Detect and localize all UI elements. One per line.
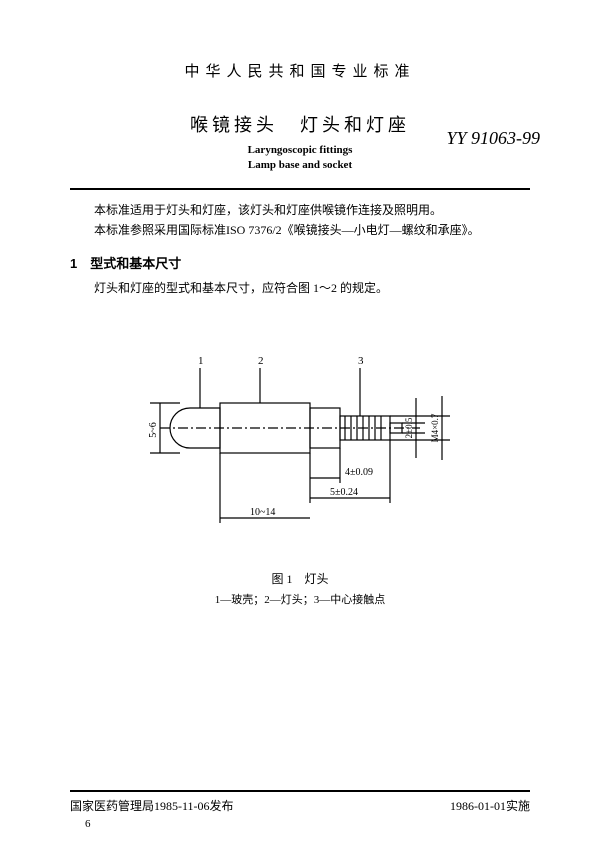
dim-thread-len: 5±0.24	[330, 487, 358, 498]
scope-line-1: 本标准适用于灯头和灯座，该灯头和灯座供喉镜作连接及照明用。	[70, 200, 530, 220]
section-1-head: 1 型式和基本尺寸	[70, 253, 530, 272]
footer: 国家医药管理局1985-11-06发布 1986-01-01实施	[70, 790, 530, 814]
scope-line-2: 本标准参照采用国际标准ISO 7376/2《喉镜接头—小电灯—螺纹和承座》。	[70, 220, 530, 240]
callout-1: 1	[198, 355, 204, 367]
dim-shoulder: 4±0.09	[345, 467, 373, 478]
dim-height: 5~6	[148, 422, 159, 437]
dim-thread: M4×0.7	[430, 413, 440, 442]
dim-tip: 2±0.5	[404, 417, 414, 438]
figure-caption: 图 1 灯头	[110, 570, 490, 587]
callout-3: 3	[358, 355, 364, 367]
dim-total: 10~14	[250, 507, 275, 518]
subtitle-en-2: Lamp base and socket	[70, 158, 530, 173]
footer-effective: 1986-01-01实施	[450, 797, 530, 814]
figure-1: 1 2 3 5~6 2±0.5 M4×0.7 4±0.09 10~14 5±0.…	[110, 328, 490, 607]
figure-legend: 1—玻壳；2—灯头；3—中心接触点	[110, 591, 490, 607]
page-number: 6	[85, 818, 91, 830]
standard-code: YY 91063-99	[446, 128, 540, 149]
org-title: 中华人民共和国专业标准	[70, 60, 530, 81]
lamp-diagram: 1 2 3 5~6 2±0.5 M4×0.7 4±0.09 10~14 5±0.…	[110, 328, 490, 548]
divider-top	[70, 188, 530, 190]
footer-publish: 国家医药管理局1985-11-06发布	[70, 797, 234, 814]
callout-2: 2	[258, 355, 264, 367]
section-1-body: 灯头和灯座的型式和基本尺寸，应符合图 1～2 的规定。	[70, 278, 530, 298]
